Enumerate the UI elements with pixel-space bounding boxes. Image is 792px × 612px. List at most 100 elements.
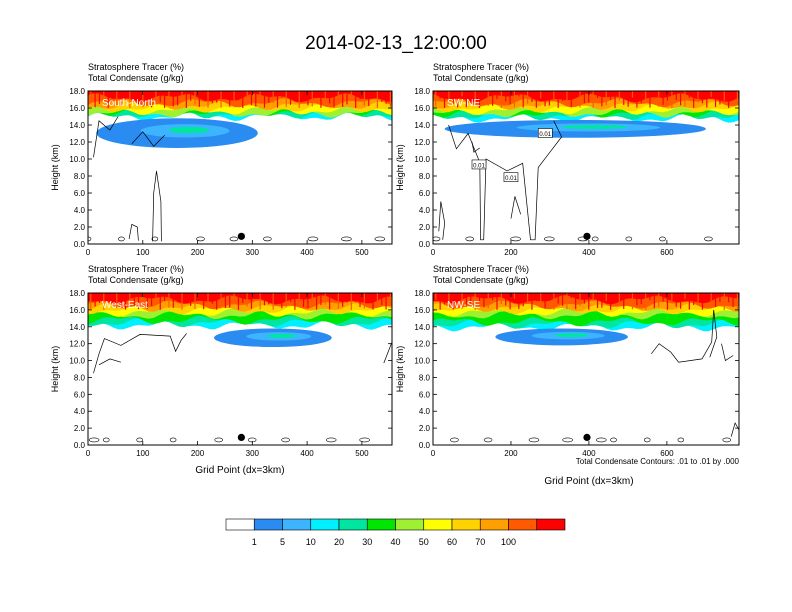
colorbar-label: 20 bbox=[334, 537, 344, 547]
tracer-streak bbox=[346, 91, 348, 105]
tracer-streak bbox=[233, 91, 235, 106]
tracer-streak bbox=[168, 91, 170, 99]
tracer-streak bbox=[566, 91, 568, 105]
tracer-streak bbox=[714, 91, 717, 107]
condensate-contour bbox=[730, 422, 739, 437]
tracer-streak bbox=[159, 91, 161, 103]
tracer-streak bbox=[531, 91, 533, 103]
tracer-streak bbox=[268, 293, 270, 305]
tracer-streak bbox=[289, 293, 292, 302]
ground-blob bbox=[374, 236, 386, 242]
tracer-streak bbox=[316, 91, 318, 99]
tracer-streak bbox=[389, 91, 392, 108]
tracer-streak bbox=[320, 293, 322, 305]
tracer-streak bbox=[129, 293, 131, 304]
tracer-streak bbox=[94, 293, 96, 307]
y-tick-label: 14.0 bbox=[414, 121, 430, 130]
tracer-streak bbox=[474, 91, 476, 102]
tracer-streak bbox=[723, 91, 725, 102]
tracer-streak bbox=[583, 293, 586, 304]
panel-label: NW-SE bbox=[447, 300, 480, 311]
tracer-streak bbox=[276, 293, 279, 301]
y-tick-label: 14.0 bbox=[69, 121, 85, 130]
tracer-streak bbox=[363, 293, 365, 309]
x-tick-label: 400 bbox=[300, 449, 314, 458]
colorbar-label: 1 bbox=[252, 537, 257, 547]
tracer-streak bbox=[557, 91, 559, 108]
tracer-streak bbox=[168, 293, 170, 308]
tracer-streak bbox=[342, 91, 344, 107]
tracer-streak bbox=[535, 91, 537, 108]
tracer-streak bbox=[719, 91, 721, 105]
tracer-streak bbox=[324, 293, 326, 305]
tracer-streak bbox=[693, 91, 695, 108]
ground-blob bbox=[88, 236, 92, 242]
tracer-streak bbox=[346, 293, 348, 303]
ground-blob bbox=[659, 236, 666, 242]
plot-area bbox=[433, 293, 739, 443]
y-tick-label: 6.0 bbox=[74, 390, 86, 399]
tracer-streak bbox=[289, 91, 292, 105]
condensate-contour bbox=[471, 141, 481, 153]
y-tick-label: 18.0 bbox=[414, 289, 430, 298]
tracer-streak bbox=[250, 293, 253, 309]
ground-blob bbox=[341, 236, 352, 242]
tracer-streak bbox=[706, 91, 708, 108]
ground-blob bbox=[118, 236, 125, 242]
green-core bbox=[266, 333, 297, 338]
x-tick-label: 600 bbox=[660, 449, 674, 458]
colorbar-swatch bbox=[282, 518, 312, 531]
ground-blob bbox=[263, 236, 272, 242]
tracer-streak bbox=[526, 91, 529, 104]
tracer-streak bbox=[623, 293, 625, 309]
tracer-streak bbox=[732, 293, 734, 307]
tracer-streak bbox=[557, 293, 559, 304]
tracer-streak bbox=[443, 293, 446, 305]
plot-area: 0.01 0.01 0.01 bbox=[433, 91, 739, 242]
tracer-streak bbox=[666, 91, 669, 101]
tracer-streak bbox=[492, 91, 494, 106]
tracer-streak bbox=[478, 91, 481, 108]
tracer-streak bbox=[627, 91, 629, 107]
tracer-streak bbox=[478, 293, 481, 302]
tracer-streak bbox=[618, 91, 620, 101]
tracer-streak bbox=[116, 293, 118, 309]
colorbar-swatch bbox=[225, 518, 255, 531]
y-tick-label: 18.0 bbox=[69, 289, 85, 298]
tracer-streak bbox=[618, 293, 620, 307]
tracer-streak bbox=[487, 91, 489, 106]
green-core bbox=[555, 333, 589, 338]
y-tick-label: 18.0 bbox=[69, 87, 85, 96]
tracer-streak bbox=[229, 293, 231, 308]
x-tick-label: 300 bbox=[246, 449, 260, 458]
tracer-streak bbox=[224, 91, 226, 98]
tracer-streak bbox=[133, 293, 135, 306]
tracer-streak bbox=[627, 293, 629, 299]
tracer-streak bbox=[150, 91, 153, 108]
tracer-streak bbox=[120, 293, 122, 301]
tracer-streak bbox=[324, 91, 326, 103]
tracer-streak bbox=[359, 293, 361, 308]
location-marker bbox=[583, 433, 591, 441]
contour-label: 0.01 bbox=[539, 132, 551, 138]
tracer-streak bbox=[137, 293, 140, 310]
tracer-streak bbox=[496, 293, 498, 310]
ground-blob bbox=[528, 437, 540, 443]
colorbar-swatch bbox=[338, 518, 368, 531]
tracer-streak bbox=[483, 91, 485, 99]
tracer-streak bbox=[359, 91, 361, 100]
y-tick-label: 16.0 bbox=[414, 104, 430, 113]
tracer-streak bbox=[653, 293, 655, 309]
tracer-streak bbox=[710, 293, 712, 309]
ground-blob bbox=[433, 236, 441, 242]
tracer-streak bbox=[505, 91, 507, 102]
tracer-streak bbox=[535, 293, 537, 302]
tracer-streak bbox=[233, 293, 235, 302]
tracer-streak bbox=[509, 293, 511, 310]
tracer-streak bbox=[561, 91, 564, 101]
tracer-streak bbox=[337, 91, 339, 97]
tracer-streak bbox=[333, 293, 335, 300]
tracer-streak bbox=[457, 293, 459, 300]
tracer-streak bbox=[194, 91, 196, 105]
